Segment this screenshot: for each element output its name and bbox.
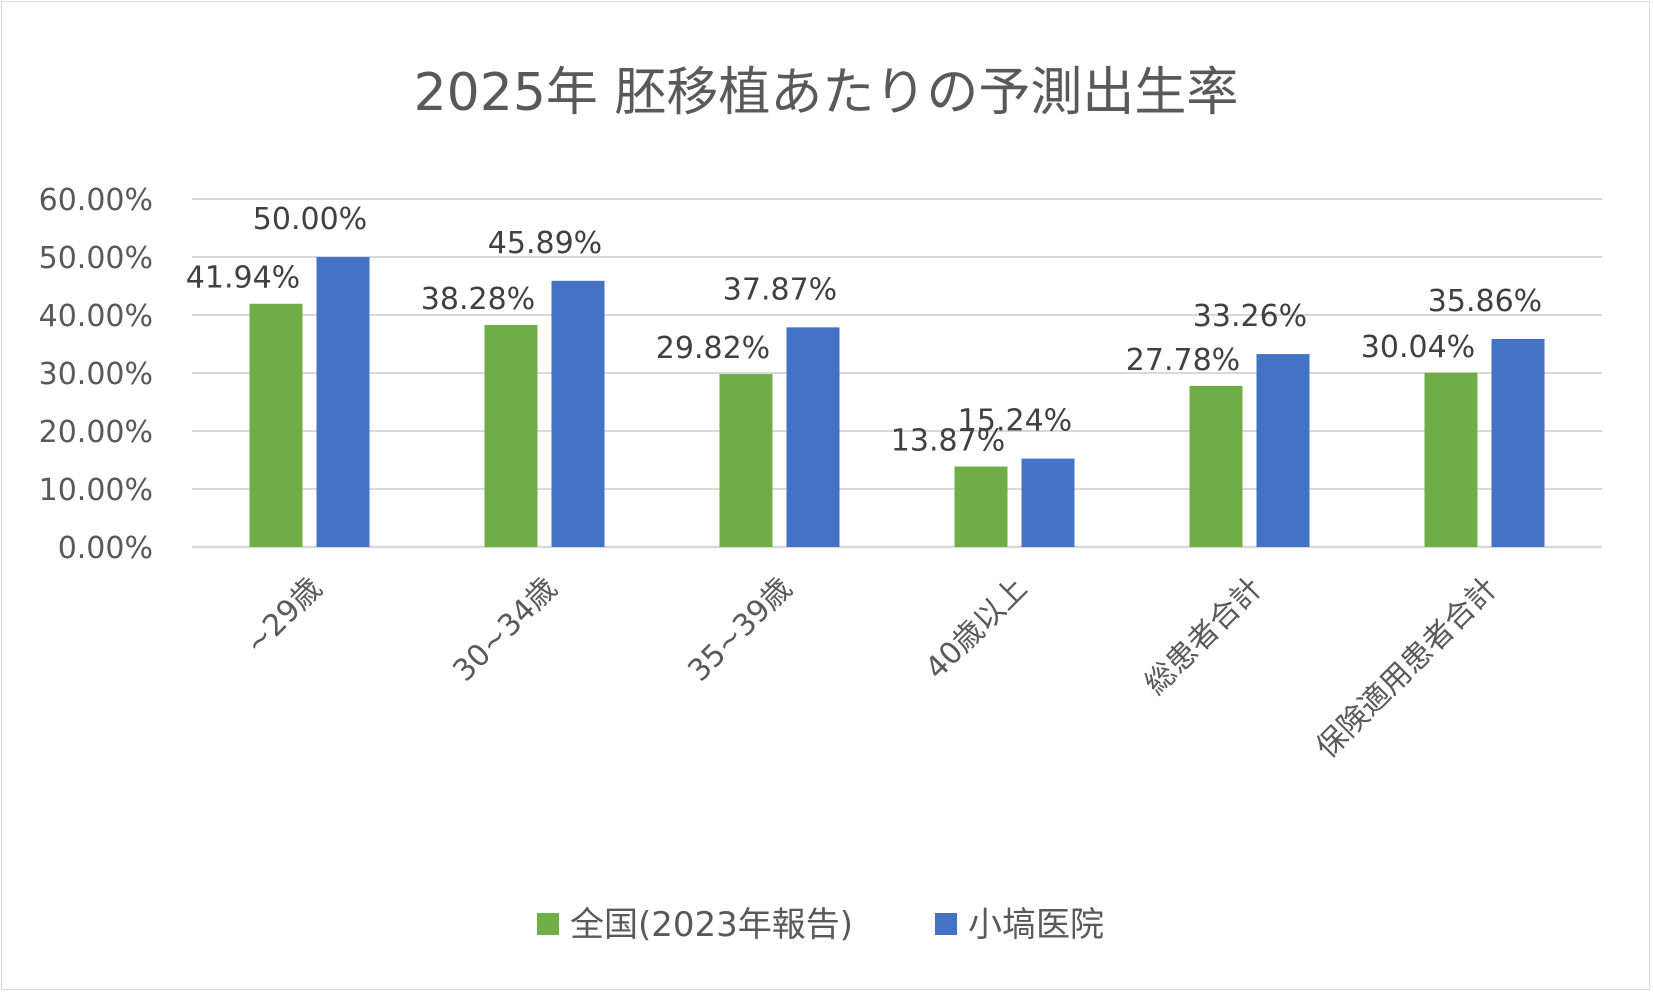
bar-national [249,303,303,547]
x-tick-label: 40歳以上 [919,571,1034,686]
data-label: 37.87% [723,272,837,307]
bar-national [954,466,1008,547]
x-tick-label: 保険適用患者合計 [1310,571,1504,765]
legend-swatch-clinic [935,913,957,935]
y-tick-label: 50.00% [39,241,153,276]
x-tick-label: ~29歳 [238,571,329,662]
data-label: 30.04% [1361,330,1475,365]
data-label: 29.82% [656,331,770,366]
bar-clinic [1256,354,1310,547]
bar-clinic [1491,339,1545,547]
bar-national [1189,385,1243,547]
bar-clinic [786,327,840,547]
bars [249,257,1545,547]
data-label: 33.26% [1193,299,1307,334]
legend-swatch-national [537,913,559,935]
data-label: 50.00% [253,202,367,237]
bar-clinic [1021,458,1075,547]
x-axis-ticks: ~29歳 30~34歳 35~39歳 40歳以上 総患者合計 保険適用患者合計 [238,571,1504,765]
y-tick-label: 20.00% [39,415,153,450]
y-tick-label: 0.00% [58,531,153,566]
x-tick-label: 30~34歳 [446,571,564,689]
data-labels: 41.94% 38.28% 29.82% 13.87% 27.78% 30.04% 50.0… [186,202,1542,459]
bar-national [1424,372,1478,547]
bar-national [484,324,538,547]
data-label: 45.89% [488,226,602,261]
data-label: 13.87% [891,424,1005,459]
data-label: 41.94% [186,261,300,296]
legend-label-national: 全国(2023年報告) [570,905,853,945]
chart-title: 2025年 胚移植あたりの予測出生率 [414,63,1239,123]
y-tick-label: 10.00% [39,473,153,508]
data-label: 27.78% [1126,343,1240,378]
data-label: 38.28% [421,282,535,317]
y-tick-label: 30.00% [39,357,153,392]
x-tick-label: 総患者合計 [1138,571,1269,702]
y-tick-label: 40.00% [39,299,153,334]
grid-lines [192,198,1602,549]
data-label: 35.86% [1428,284,1542,319]
bar-clinic [551,280,605,547]
legend-label-clinic: 小塙医院 [968,905,1104,945]
x-tick-label: 35~39歳 [681,571,799,689]
bar-clinic [316,257,370,547]
data-label: 15.24% [958,404,1072,439]
y-tick-label: 60.00% [39,183,153,218]
y-axis-ticks: 0.00% 10.00% 20.00% 30.00% 40.00% 50.00% 60.00… [39,183,153,566]
legend: 全国(2023年報告) 小塙医院 [537,905,1104,945]
bar-national [719,374,773,547]
